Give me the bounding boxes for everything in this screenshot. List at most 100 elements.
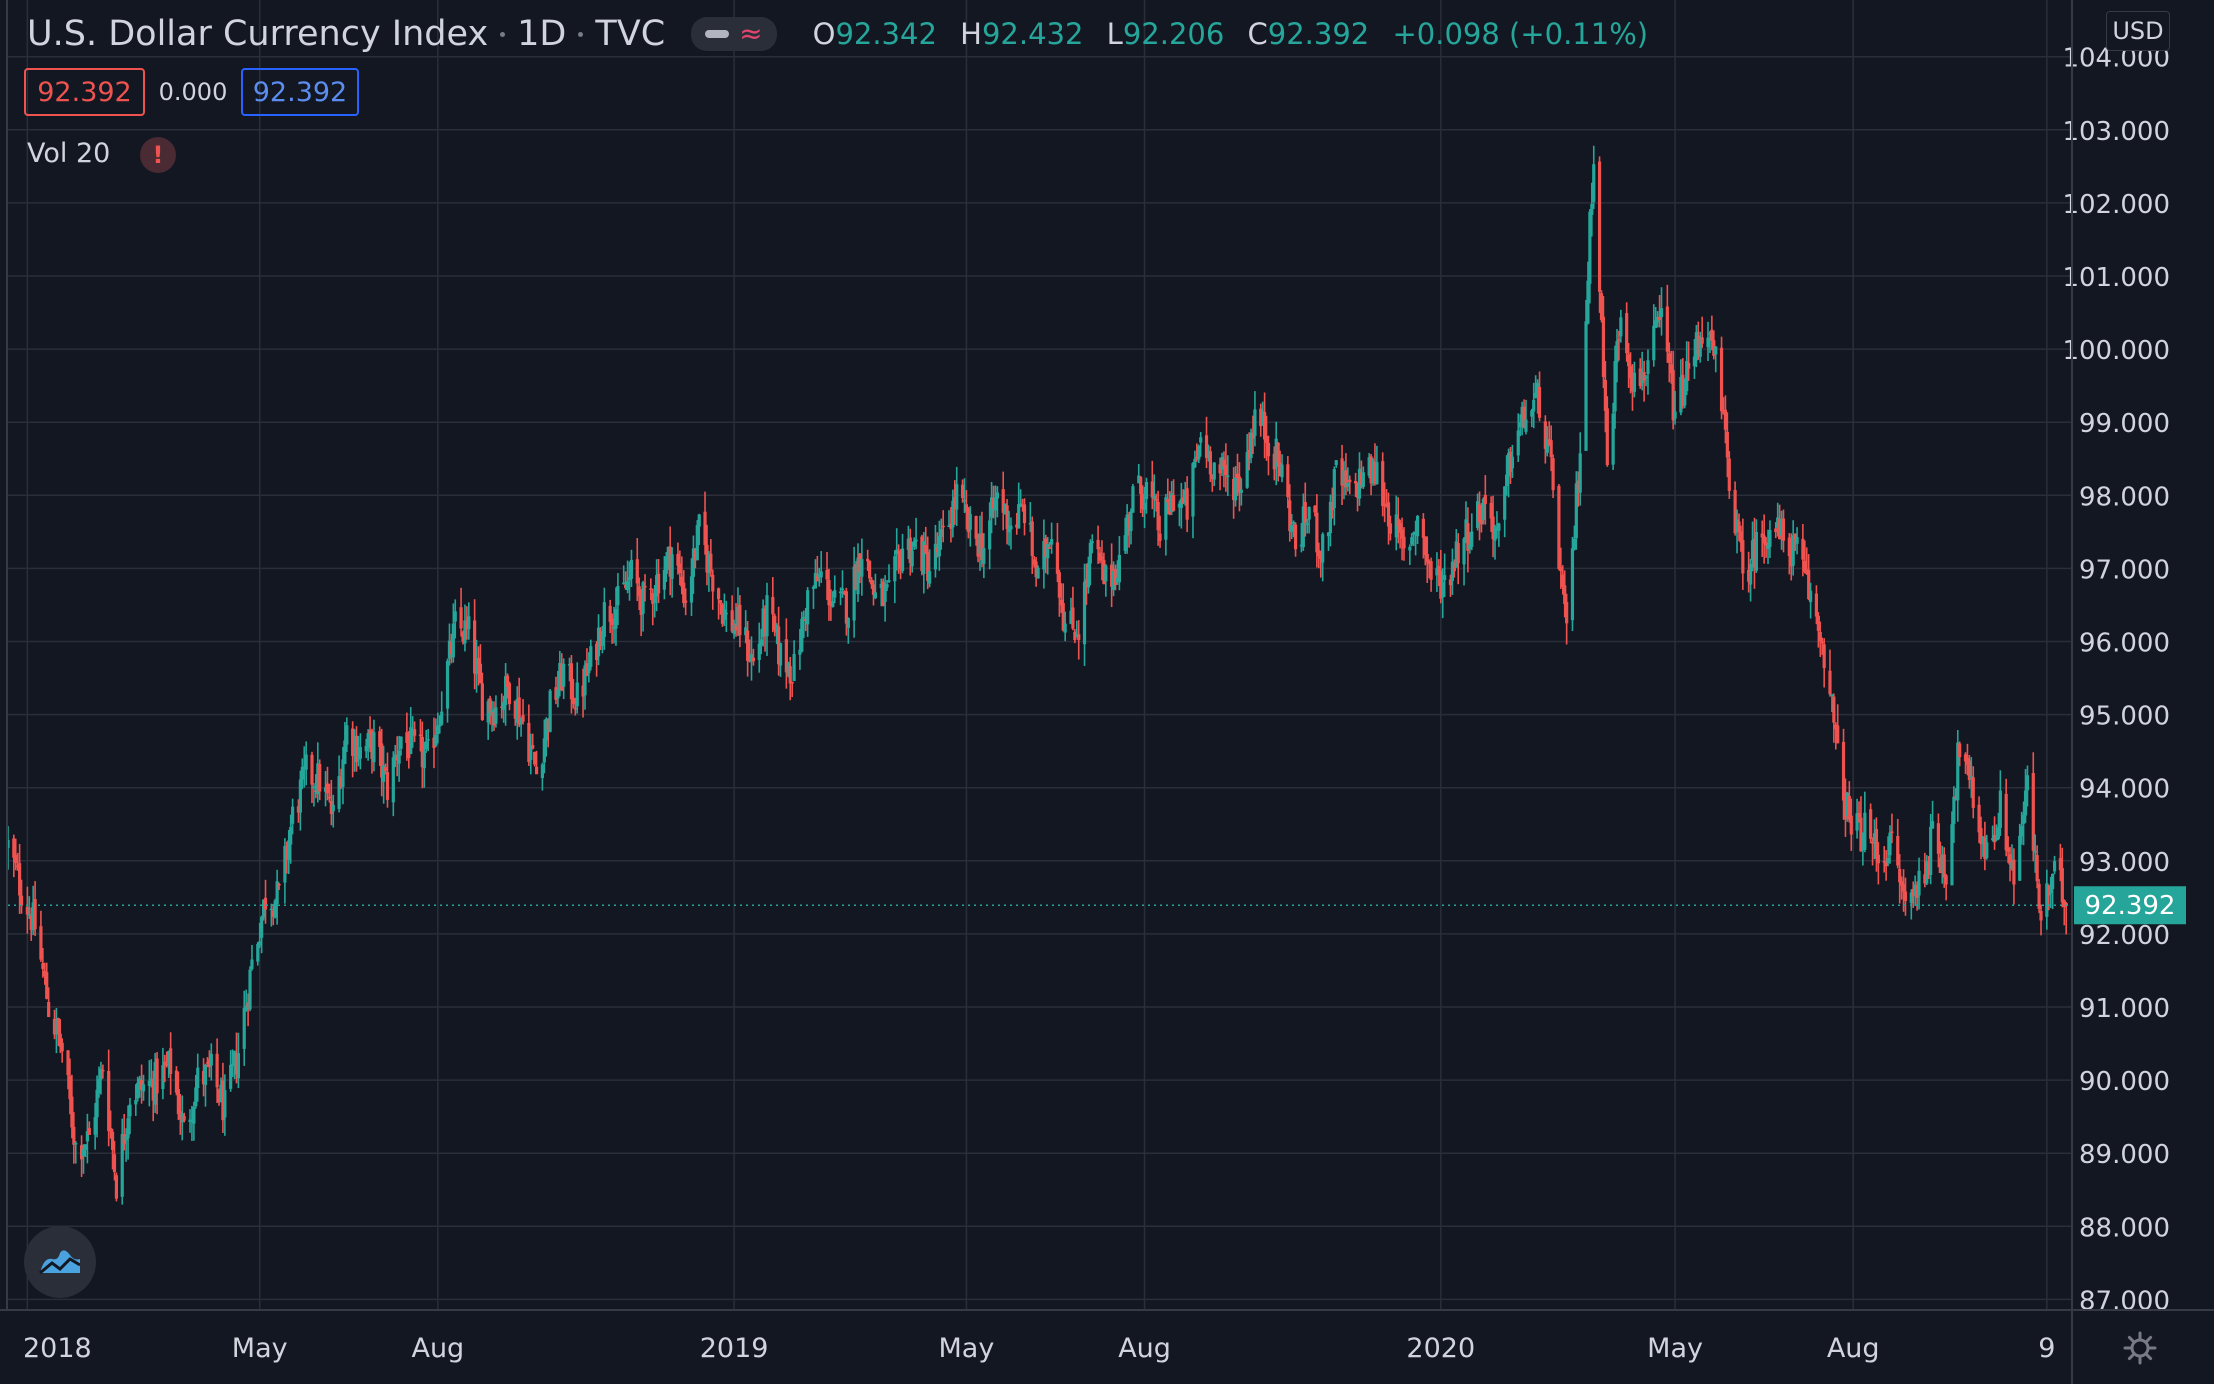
candle[interactable] [558,650,562,697]
candle[interactable] [52,1009,57,1040]
candle[interactable] [1549,425,1553,472]
candle[interactable] [730,595,734,633]
candle[interactable] [887,564,891,584]
candle[interactable] [27,896,31,919]
candle[interactable] [1235,453,1240,496]
candle[interactable] [1075,620,1079,638]
candle[interactable] [1687,341,1691,381]
candle[interactable] [397,735,401,782]
candle[interactable] [1654,306,1658,329]
candle[interactable] [1299,523,1303,553]
candle[interactable] [1009,517,1013,550]
candle[interactable] [364,738,368,759]
candle[interactable] [383,763,388,775]
candle[interactable] [351,721,355,778]
candle[interactable] [1642,360,1646,402]
candle[interactable] [900,533,905,574]
candle[interactable] [1435,552,1439,592]
candle[interactable] [747,639,752,663]
candle[interactable] [354,726,359,772]
candle[interactable] [1809,582,1813,619]
candle[interactable] [1510,444,1515,478]
candle[interactable] [1183,481,1187,506]
candle[interactable] [1578,432,1582,506]
candle[interactable] [1597,156,1602,313]
candle[interactable] [2031,752,2035,862]
candle[interactable] [920,534,924,576]
candle[interactable] [736,587,740,637]
candle[interactable] [1847,781,1851,823]
candle[interactable] [101,1064,105,1079]
candle[interactable] [869,576,874,589]
candle[interactable] [1816,612,1820,648]
candle[interactable] [1036,565,1040,579]
candle[interactable] [1150,460,1154,510]
candle[interactable] [1456,533,1460,585]
candle[interactable] [229,1050,233,1092]
candle[interactable] [2049,876,2053,909]
candle[interactable] [1762,514,1766,564]
candle[interactable] [1204,416,1209,469]
candle[interactable] [1030,516,1034,575]
candle[interactable] [136,1076,140,1102]
candle[interactable] [1781,509,1786,553]
candle[interactable] [1818,621,1822,657]
candle[interactable] [1841,728,1846,820]
candle[interactable] [1890,813,1894,844]
candle[interactable] [1983,821,1987,871]
candle[interactable] [1795,527,1799,555]
candle[interactable] [1305,518,1309,534]
candle[interactable] [31,885,35,936]
candle[interactable] [165,1051,169,1068]
candle[interactable] [868,560,872,583]
candle[interactable] [711,569,715,610]
candle[interactable] [531,733,535,750]
candle[interactable] [1288,484,1292,542]
candle[interactable] [627,561,632,601]
candle[interactable] [515,686,519,740]
candle[interactable] [1371,457,1375,486]
candle[interactable] [802,610,806,639]
candle[interactable] [1768,520,1772,559]
candle[interactable] [1237,462,1242,512]
candle[interactable] [544,717,548,757]
candle[interactable] [560,653,564,692]
candle[interactable] [885,579,889,592]
candle[interactable] [1224,443,1228,492]
candle[interactable] [792,640,796,682]
candle[interactable] [1599,290,1604,323]
candle[interactable] [486,698,490,740]
candle[interactable] [1452,559,1456,578]
candle[interactable] [122,1113,126,1151]
candle[interactable] [1592,145,1596,210]
candle[interactable] [567,657,572,682]
candle[interactable] [250,945,254,971]
candle[interactable] [1082,563,1087,666]
candle[interactable] [413,721,417,743]
candle[interactable] [1357,452,1362,506]
candle[interactable] [312,783,316,807]
candle[interactable] [1940,845,1944,884]
candle[interactable] [449,633,453,664]
candle[interactable] [478,644,483,684]
candle[interactable] [269,903,273,927]
candle[interactable] [474,639,479,693]
candle[interactable] [653,584,657,618]
candle[interactable] [1493,524,1497,560]
candle[interactable] [625,560,630,594]
candle[interactable] [2012,848,2016,905]
candle[interactable] [261,899,266,921]
candle[interactable] [1171,479,1176,512]
candle[interactable] [842,590,847,596]
candle[interactable] [420,721,424,789]
candle[interactable] [1044,534,1048,574]
candle[interactable] [744,610,748,644]
candle[interactable] [629,549,634,588]
candle[interactable] [1154,493,1158,512]
candle[interactable] [852,546,856,638]
tradingview-logo-icon[interactable] [24,1226,96,1298]
candle[interactable] [271,903,275,926]
candle[interactable] [1917,857,1921,910]
currency-button[interactable]: USD [2106,11,2170,51]
candle[interactable] [771,577,775,633]
